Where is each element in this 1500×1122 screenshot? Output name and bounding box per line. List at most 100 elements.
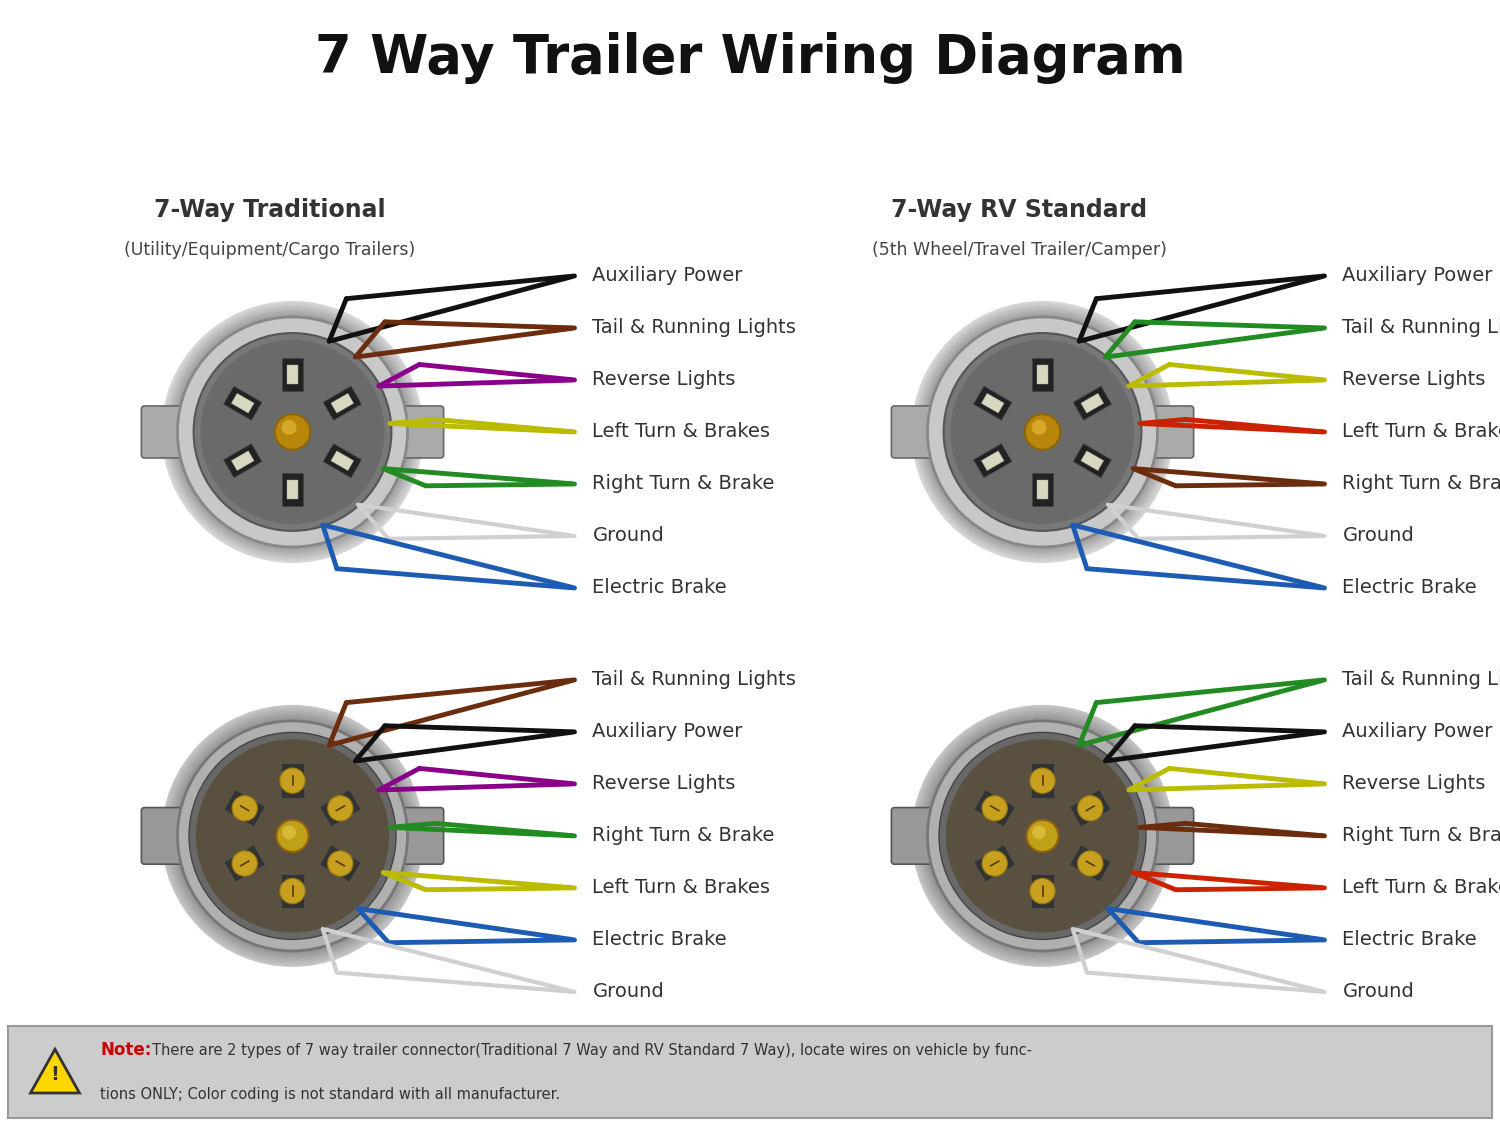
Ellipse shape: [921, 311, 1164, 553]
Ellipse shape: [924, 717, 1161, 955]
Text: 7 Way Trailer Wiring Diagram: 7 Way Trailer Wiring Diagram: [315, 33, 1185, 84]
Ellipse shape: [920, 712, 1166, 959]
Ellipse shape: [914, 707, 1172, 965]
Polygon shape: [1030, 874, 1054, 909]
Ellipse shape: [944, 333, 1142, 531]
Polygon shape: [30, 1049, 80, 1093]
Ellipse shape: [1024, 414, 1060, 450]
Polygon shape: [280, 874, 304, 909]
Text: Reverse Lights: Reverse Lights: [592, 774, 736, 793]
Polygon shape: [224, 443, 262, 478]
Text: Note:: Note:: [100, 1041, 152, 1059]
Ellipse shape: [171, 715, 414, 957]
Text: Left Turn & Brakes: Left Turn & Brakes: [1342, 423, 1500, 441]
Text: Tail & Running Lights: Tail & Running Lights: [592, 670, 796, 689]
Text: !: !: [51, 1065, 60, 1084]
Ellipse shape: [1030, 769, 1054, 793]
Text: (5th Wheel/Travel Trailer/Camper): (5th Wheel/Travel Trailer/Camper): [871, 241, 1167, 259]
Polygon shape: [332, 451, 354, 470]
Polygon shape: [1070, 845, 1112, 882]
Polygon shape: [1072, 443, 1112, 478]
Polygon shape: [974, 790, 1016, 827]
Ellipse shape: [177, 318, 408, 546]
FancyBboxPatch shape: [8, 1026, 1492, 1118]
FancyBboxPatch shape: [891, 406, 934, 458]
Ellipse shape: [918, 307, 1167, 557]
Polygon shape: [1036, 480, 1048, 499]
FancyBboxPatch shape: [400, 808, 444, 864]
Ellipse shape: [165, 709, 420, 963]
Text: Electric Brake: Electric Brake: [1342, 579, 1478, 598]
Ellipse shape: [174, 717, 411, 955]
Ellipse shape: [280, 879, 304, 903]
Polygon shape: [332, 394, 354, 413]
Ellipse shape: [176, 719, 410, 953]
FancyBboxPatch shape: [141, 808, 184, 864]
Text: Electric Brake: Electric Brake: [592, 930, 728, 949]
Ellipse shape: [982, 850, 1008, 876]
Ellipse shape: [1077, 795, 1102, 821]
Polygon shape: [974, 443, 1012, 478]
Ellipse shape: [946, 739, 1138, 932]
Text: Ground: Ground: [592, 983, 664, 1002]
Ellipse shape: [327, 850, 352, 876]
Ellipse shape: [165, 305, 420, 559]
Polygon shape: [981, 394, 1004, 413]
Polygon shape: [1030, 763, 1054, 798]
Ellipse shape: [282, 826, 296, 839]
Ellipse shape: [174, 313, 411, 551]
Ellipse shape: [232, 795, 258, 821]
Ellipse shape: [1026, 820, 1059, 852]
Text: Ground: Ground: [1342, 526, 1414, 545]
Polygon shape: [1032, 473, 1053, 506]
Ellipse shape: [915, 305, 1170, 559]
Polygon shape: [224, 845, 266, 882]
Ellipse shape: [170, 712, 416, 959]
Ellipse shape: [918, 711, 1167, 960]
Text: Electric Brake: Electric Brake: [1342, 930, 1478, 949]
Text: (Utility/Equipment/Cargo Trailers): (Utility/Equipment/Cargo Trailers): [124, 241, 416, 259]
Ellipse shape: [171, 311, 414, 553]
Ellipse shape: [1032, 420, 1047, 435]
Polygon shape: [1072, 386, 1112, 421]
Text: Auxiliary Power: Auxiliary Power: [592, 266, 742, 285]
Ellipse shape: [162, 705, 423, 967]
Polygon shape: [280, 763, 304, 798]
Ellipse shape: [927, 721, 1158, 950]
Ellipse shape: [232, 850, 258, 876]
Ellipse shape: [176, 315, 410, 549]
Polygon shape: [322, 443, 362, 478]
Polygon shape: [320, 845, 362, 882]
Polygon shape: [320, 790, 362, 827]
Ellipse shape: [1077, 850, 1102, 876]
Ellipse shape: [170, 309, 416, 555]
Text: Left Turn & Brakes: Left Turn & Brakes: [592, 423, 771, 441]
Ellipse shape: [164, 707, 422, 965]
Ellipse shape: [924, 313, 1161, 551]
Text: tions ONLY; Color coding is not standard with all manufacturer.: tions ONLY; Color coding is not standard…: [100, 1086, 560, 1102]
Text: Right Turn & Brake: Right Turn & Brake: [592, 827, 776, 845]
Polygon shape: [224, 790, 266, 827]
Text: Auxiliary Power: Auxiliary Power: [1342, 266, 1492, 285]
Text: Ground: Ground: [592, 526, 664, 545]
Ellipse shape: [201, 340, 384, 524]
Text: Auxiliary Power: Auxiliary Power: [1342, 723, 1492, 742]
FancyBboxPatch shape: [1150, 808, 1194, 864]
Polygon shape: [1082, 394, 1104, 413]
Ellipse shape: [274, 414, 310, 450]
FancyBboxPatch shape: [400, 406, 444, 458]
Ellipse shape: [194, 333, 392, 531]
Text: There are 2 types of 7 way trailer connector(Traditional 7 Way and RV Standard 7: There are 2 types of 7 way trailer conne…: [152, 1042, 1032, 1058]
Polygon shape: [974, 386, 1012, 421]
Polygon shape: [231, 451, 254, 470]
Text: Electric Brake: Electric Brake: [592, 579, 728, 598]
FancyBboxPatch shape: [891, 808, 934, 864]
Ellipse shape: [276, 820, 309, 852]
Text: Reverse Lights: Reverse Lights: [1342, 774, 1486, 793]
Polygon shape: [286, 365, 298, 384]
Polygon shape: [224, 386, 262, 421]
Ellipse shape: [912, 705, 1173, 967]
Polygon shape: [1070, 790, 1112, 827]
Ellipse shape: [196, 739, 388, 932]
Ellipse shape: [927, 318, 1158, 546]
